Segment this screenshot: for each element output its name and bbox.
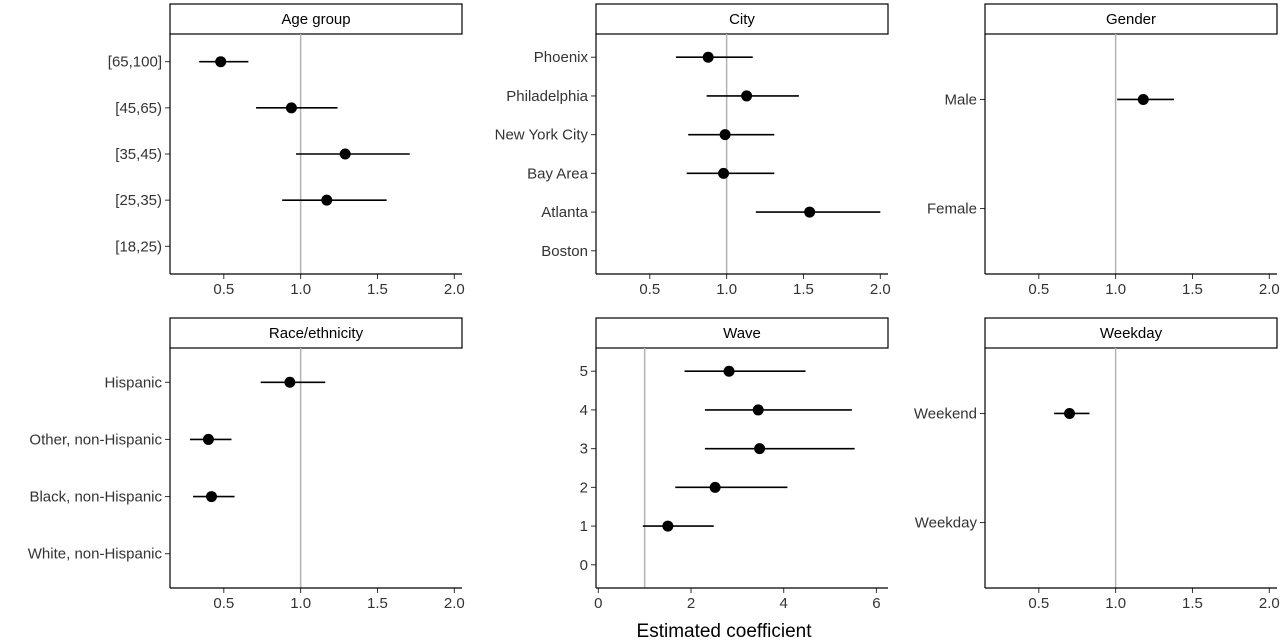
estimate-point xyxy=(321,194,333,206)
facet-strip xyxy=(984,317,1278,349)
y-tick-label: 3 xyxy=(580,441,588,458)
y-tick-label: 2 xyxy=(580,479,588,496)
x-tick-label: 0 xyxy=(594,595,602,612)
y-tick-label: 5 xyxy=(580,363,588,380)
x-tick-label: 0.5 xyxy=(639,281,660,298)
estimate-point xyxy=(285,102,297,114)
x-tick-label: 1.0 xyxy=(1105,595,1126,612)
estimate-point xyxy=(215,56,227,68)
y-tick-label: [35,45) xyxy=(115,146,162,163)
estimate-point xyxy=(284,376,296,388)
facet-strip-label: Race/ethnicity xyxy=(269,325,364,342)
facet-strip-label: Wave xyxy=(723,325,761,342)
estimate-point xyxy=(741,90,753,102)
y-tick-label: Weekend xyxy=(914,405,977,422)
x-axis-title: Estimated coefficient xyxy=(637,621,813,640)
x-tick-label: 2.0 xyxy=(444,595,465,612)
facet-strip xyxy=(169,3,463,35)
x-tick-label: 1.0 xyxy=(1105,281,1126,298)
x-tick-label: 2.0 xyxy=(1259,595,1280,612)
y-tick-label: Black, non-Hispanic xyxy=(29,489,162,506)
y-tick-label: Atlanta xyxy=(541,204,588,221)
facet-strip xyxy=(984,3,1278,35)
x-tick-label: 0.5 xyxy=(213,595,234,612)
x-tick-label: 1.5 xyxy=(1182,281,1203,298)
estimate-point xyxy=(718,167,730,179)
x-tick-label: 6 xyxy=(872,595,880,612)
x-tick-label: 0.5 xyxy=(213,281,234,298)
x-tick-label: 1.5 xyxy=(367,281,388,298)
y-tick-label: 4 xyxy=(580,402,588,419)
facet-strip xyxy=(595,3,889,35)
facet-strip-label: Age group xyxy=(281,11,350,28)
x-tick-label: 1.0 xyxy=(290,595,311,612)
estimate-point xyxy=(1064,407,1076,419)
estimate-point xyxy=(754,443,766,455)
x-tick-label: 2.0 xyxy=(444,281,465,298)
x-tick-label: 4 xyxy=(780,595,788,612)
estimate-point xyxy=(709,481,721,493)
x-tick-label: 1.5 xyxy=(1182,595,1203,612)
estimate-point xyxy=(339,148,351,160)
y-tick-label: Boston xyxy=(541,243,588,260)
x-tick-label: 1.0 xyxy=(290,281,311,298)
y-tick-label: Other, non-Hispanic xyxy=(29,431,162,448)
estimate-point xyxy=(662,520,674,532)
y-tick-label: [65,100] xyxy=(108,54,162,71)
y-tick-label: 0 xyxy=(580,557,588,574)
facet-strip-label: Gender xyxy=(1106,11,1156,28)
y-tick-label: Bay Area xyxy=(527,165,589,182)
x-tick-label: 0.5 xyxy=(1028,281,1049,298)
y-tick-label: [45,65) xyxy=(115,100,162,117)
x-tick-label: 2 xyxy=(687,595,695,612)
y-tick-label: [18,25) xyxy=(115,238,162,255)
y-tick-label: Philadelphia xyxy=(506,88,588,105)
x-tick-label: 2.0 xyxy=(870,281,891,298)
facet-strip-label: City xyxy=(729,11,755,28)
y-tick-label: White, non-Hispanic xyxy=(28,546,163,563)
x-tick-label: 2.0 xyxy=(1259,281,1280,298)
x-tick-label: 1.5 xyxy=(367,595,388,612)
y-tick-label: New York City xyxy=(495,127,589,144)
estimate-point xyxy=(702,51,714,63)
x-tick-label: 0.5 xyxy=(1028,595,1049,612)
y-tick-label: Phoenix xyxy=(534,49,589,66)
y-tick-label: Weekday xyxy=(915,515,978,532)
estimate-point xyxy=(205,491,217,503)
facet-strip xyxy=(595,317,889,349)
facet-strip xyxy=(169,317,463,349)
estimate-point xyxy=(1137,93,1149,105)
estimate-point xyxy=(804,206,816,218)
estimate-point xyxy=(202,433,214,445)
facet-strip-label: Weekday xyxy=(1100,325,1163,342)
y-tick-label: Female xyxy=(927,201,977,218)
estimate-point xyxy=(723,365,735,377)
y-tick-label: [25,35) xyxy=(115,192,162,209)
y-tick-label: Male xyxy=(944,91,977,108)
x-tick-label: 1.5 xyxy=(793,281,814,298)
y-tick-label: 1 xyxy=(580,518,588,535)
estimate-point xyxy=(719,129,731,141)
y-tick-label: Hispanic xyxy=(104,374,162,391)
estimate-point xyxy=(752,404,764,416)
x-tick-label: 1.0 xyxy=(716,281,737,298)
